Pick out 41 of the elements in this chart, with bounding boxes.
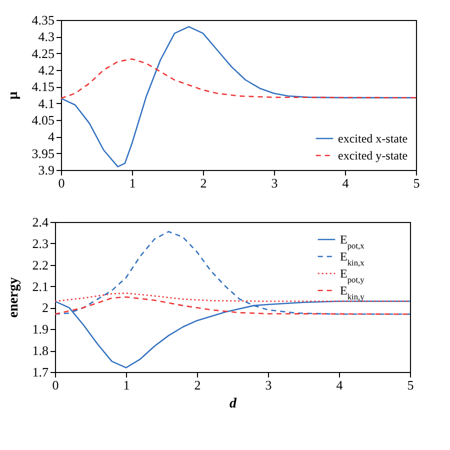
x-tick-label: 5 <box>407 378 414 392</box>
x-tick-label: 0 <box>52 378 59 392</box>
x-tick-label: 1 <box>123 378 130 392</box>
y-tick-label: 2.2 <box>32 257 48 272</box>
legend-label: excited y-state <box>338 148 408 162</box>
y-tick-label: 1.8 <box>32 343 48 358</box>
y-tick-label: 4.25 <box>32 46 54 61</box>
y-tick-label: 4.1 <box>38 96 54 111</box>
y-tick-label: 2 <box>42 300 48 316</box>
legend-label: E$_{pot,y}$ <box>340 266 366 284</box>
legend-label: E$_{kin,x}$ <box>340 250 366 267</box>
y-tick-label: 3.9 <box>38 162 54 178</box>
x-tick-label: 5 <box>413 176 420 190</box>
x-axis-title: d <box>230 396 238 412</box>
legend-label: E$_{pot,x}$ <box>340 232 366 250</box>
y-tick-label: 3.95 <box>32 146 54 161</box>
y-tick-label: 4.35 <box>32 12 54 28</box>
x-tick-label: 2 <box>200 176 207 190</box>
x-tick-label: 4 <box>342 176 350 190</box>
y-tick-label: 4.15 <box>32 79 54 94</box>
legend-label: excited x-state <box>338 132 408 146</box>
y-tick-label: 4.05 <box>32 112 54 128</box>
y-tick-label: 1.9 <box>32 322 48 337</box>
y-tick-label: 4.2 <box>38 62 54 78</box>
y-tick-label: 2.1 <box>32 278 48 294</box>
y-axis-title: μ <box>6 91 21 100</box>
y-tick-label: 1.7 <box>32 364 49 380</box>
x-tick-label: 0 <box>58 176 65 190</box>
y-axis-title: energy <box>6 277 22 318</box>
line-series <box>61 58 416 99</box>
y-tick-label: 2.4 <box>32 214 49 230</box>
legend-label: E$_{kin,y}$ <box>340 284 366 301</box>
x-tick-label: 1 <box>129 176 136 190</box>
y-tick-label: 2.3 <box>32 236 48 251</box>
y-tick-label: 4 <box>48 129 55 144</box>
x-tick-label: 3 <box>271 176 278 190</box>
line-series <box>61 26 416 168</box>
x-tick-label: 3 <box>265 378 272 392</box>
x-tick-label: 4 <box>336 378 344 392</box>
y-tick-label: 4.3 <box>38 29 54 44</box>
x-tick-label: 2 <box>194 378 201 392</box>
